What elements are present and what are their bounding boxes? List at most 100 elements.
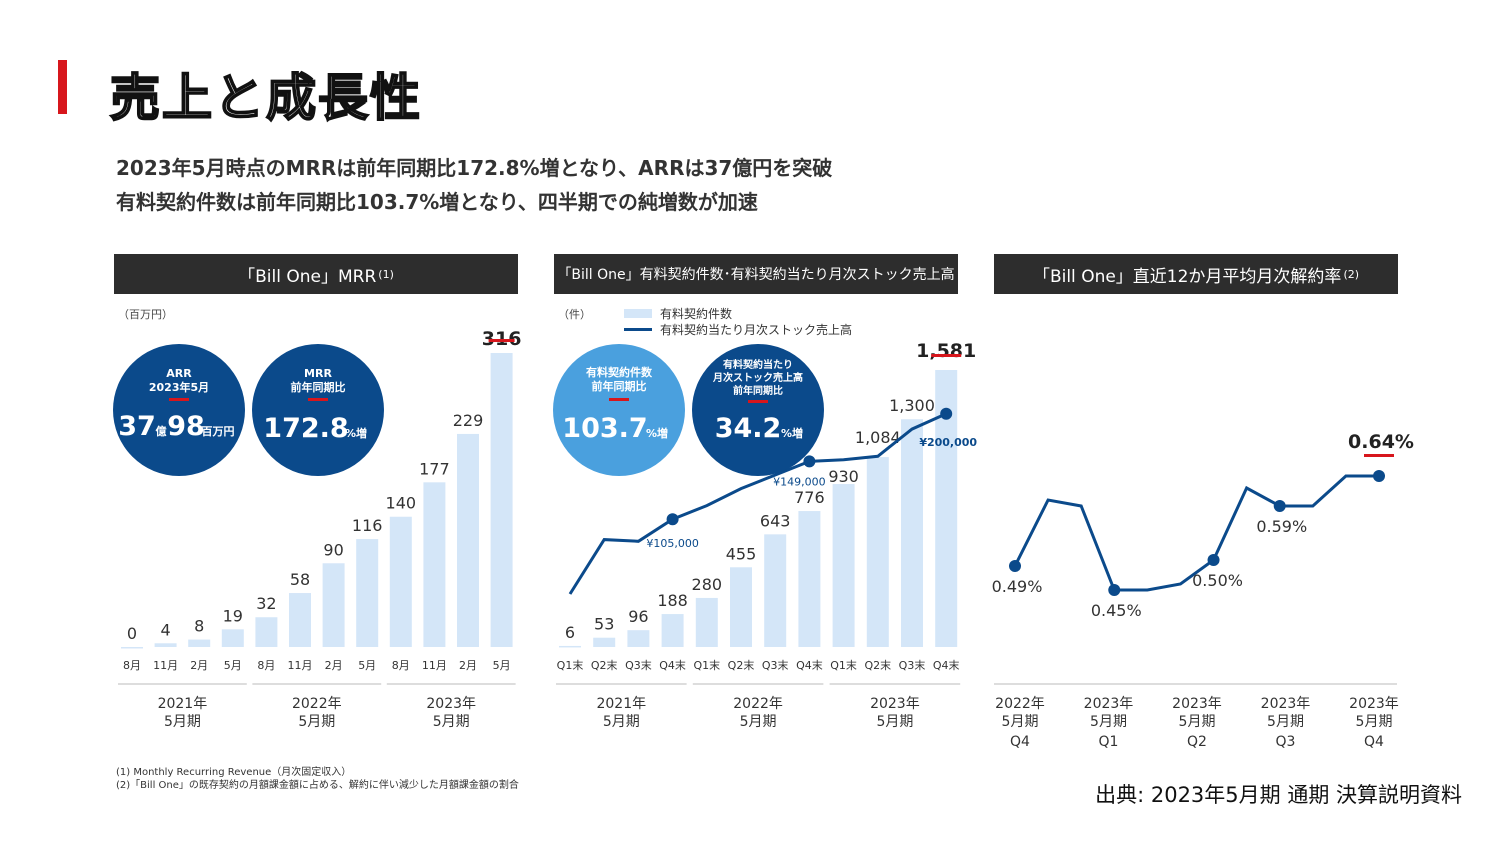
- contracts-x-tick: Q2末: [864, 658, 891, 672]
- churn-line: [1013, 474, 1379, 592]
- mrr-value-label: 116: [352, 516, 383, 535]
- mrr-bar: [289, 593, 311, 647]
- chart1-header-text: 「Bill One」MRR: [238, 266, 377, 287]
- mrr-value-label: 4: [161, 620, 171, 639]
- legend-line-label: 有料契約当たり月次ストック売上高: [660, 323, 853, 337]
- subtitle-1: 2023年5月時点のMRRは前年同期比172.8%増となり、ARRは37億円を突…: [116, 156, 833, 180]
- mrr-value-label: 140: [386, 494, 417, 513]
- chart2-header-text: 「Bill One」有料契約件数･有料契約当たり月次ストック売上高: [557, 267, 955, 283]
- mrr-group-label: 2021年: [158, 696, 208, 712]
- legend-bar-label: 有料契約件数: [660, 307, 733, 321]
- contracts-value-label: 455: [726, 544, 757, 563]
- contracts-value-label: 1,084: [855, 428, 901, 447]
- contracts-group-label: 5月期: [603, 714, 640, 730]
- churn-point: [1009, 560, 1021, 572]
- contracts-bar: [798, 511, 821, 647]
- stock-revenue-label: ¥200,000: [919, 436, 977, 449]
- churn-x-label: Q4: [1364, 734, 1384, 750]
- chart1-unit: （百万円）: [118, 308, 173, 321]
- mrr-value-label: 58: [290, 570, 310, 589]
- contracts-value-label: 53: [594, 615, 614, 634]
- stock-revenue-line: [568, 412, 947, 595]
- contracts-value-label: 643: [760, 511, 791, 530]
- mrr-bar: [423, 482, 446, 647]
- mrr-bar: [389, 516, 412, 647]
- contracts-value-label: 96: [628, 607, 648, 626]
- mrr-bar: [221, 629, 244, 647]
- churn-x-label: 5月期: [1267, 714, 1304, 730]
- mrr-value-label: 90: [323, 540, 343, 559]
- contracts-value-label: 280: [692, 575, 723, 594]
- mrr-group-label: 5月期: [433, 714, 470, 730]
- contracts-x-tick: Q1末: [557, 658, 584, 672]
- contracts-bar: [832, 484, 855, 647]
- chart1-header-note: (1): [378, 267, 394, 281]
- mrr-circle-title: 前年同期比: [291, 380, 346, 394]
- contracts-value-label: 1,300: [889, 396, 935, 415]
- arr-circle-unit: 億: [156, 424, 167, 438]
- arr-circle-unit: 百万円: [202, 425, 235, 438]
- mrr-x-tick: 2月: [459, 659, 477, 672]
- stock-circle-underline: [748, 400, 768, 403]
- stock-circle-title: 有料契約当たり: [723, 358, 793, 371]
- stock-revenue-label: ¥149,000: [773, 475, 826, 488]
- stock-circle-value: 34.2: [715, 413, 782, 444]
- contracts-x-tick: Q4末: [933, 658, 960, 672]
- chart3-header: 「Bill One」直近12か月平均月次解約率 (2): [994, 254, 1398, 294]
- contracts-x-tick: Q2末: [728, 658, 755, 672]
- churn-point: [1207, 554, 1220, 566]
- footnote-2: (2)「Bill One」の既存契約の月額課金額に占める、解約に伴い減少した月額…: [116, 780, 519, 791]
- chart3-header-text: 「Bill One」直近12か月平均月次解約率: [1032, 266, 1342, 287]
- contracts-bar: [695, 597, 718, 647]
- stock-revenue-label: ¥105,000: [646, 537, 699, 550]
- contracts-circle-value: 103.7: [562, 413, 647, 444]
- churn-x-label: 2023年: [1261, 696, 1311, 712]
- footnote-1: (1) Monthly Recurring Revenue（月次固定収入）: [116, 767, 352, 778]
- churn-value-label: 0.64%: [1348, 431, 1414, 453]
- stock-growth-circle: [692, 344, 824, 476]
- source-note: 出典: 2023年5月期 通期 決算説明資料: [1095, 783, 1462, 807]
- page-title: 売上と成長性: [109, 68, 422, 128]
- contracts-bar: [627, 630, 650, 647]
- churn-x-label: 2022年: [995, 696, 1045, 712]
- churn-x-label: Q2: [1187, 734, 1207, 750]
- contracts-group-label: 2022年: [733, 696, 783, 712]
- arr-circle-value: 98: [167, 411, 205, 442]
- title-accent-bar: [58, 60, 67, 114]
- contracts-circle-unit: %増: [646, 426, 668, 440]
- contracts-x-tick: Q4末: [796, 658, 823, 672]
- stock-circle-title: 前年同期比: [733, 384, 783, 397]
- chart2-header: 「Bill One」有料契約件数･有料契約当たり月次ストック売上高: [554, 254, 958, 294]
- contracts-bar: [730, 567, 752, 647]
- contracts-x-tick: Q3末: [762, 658, 789, 672]
- mrr-growth-circle: [252, 344, 384, 476]
- contracts-bar: [764, 534, 787, 647]
- mrr-value-label: 229: [453, 411, 484, 430]
- churn-highlight-underline: [1364, 454, 1394, 457]
- mrr-bar: [255, 617, 278, 647]
- contracts-bar: [866, 457, 889, 647]
- contracts-bar: [661, 614, 684, 647]
- contracts-value-label: 1,581: [916, 340, 976, 362]
- mrr-x-tick: 2月: [325, 659, 343, 672]
- contracts-bar: [559, 645, 581, 648]
- contracts-circle-title: 有料契約件数: [586, 365, 653, 379]
- contracts-circle-title: 前年同期比: [592, 379, 647, 393]
- mrr-circle-underline: [308, 398, 328, 401]
- arr-circle-value: 37: [118, 411, 156, 442]
- churn-value-label: 0.59%: [1256, 517, 1307, 536]
- mrr-x-tick: 11月: [422, 659, 447, 672]
- mrr-bar: [121, 647, 143, 649]
- legend-bar: 有料契約件数: [624, 305, 732, 322]
- arr-circle-title: ARR: [166, 367, 192, 380]
- churn-point: [1108, 584, 1121, 596]
- contracts-x-tick: Q3末: [899, 658, 926, 672]
- legend-line-swatch: [624, 328, 652, 331]
- contracts-bar: [901, 419, 923, 647]
- churn-x-label: Q3: [1276, 734, 1296, 750]
- churn-x-label: 5月期: [1002, 714, 1039, 730]
- mrr-x-tick: 5月: [224, 659, 242, 672]
- mrr-circle-unit: %増: [345, 426, 367, 440]
- chart2-unit: （件）: [558, 308, 591, 321]
